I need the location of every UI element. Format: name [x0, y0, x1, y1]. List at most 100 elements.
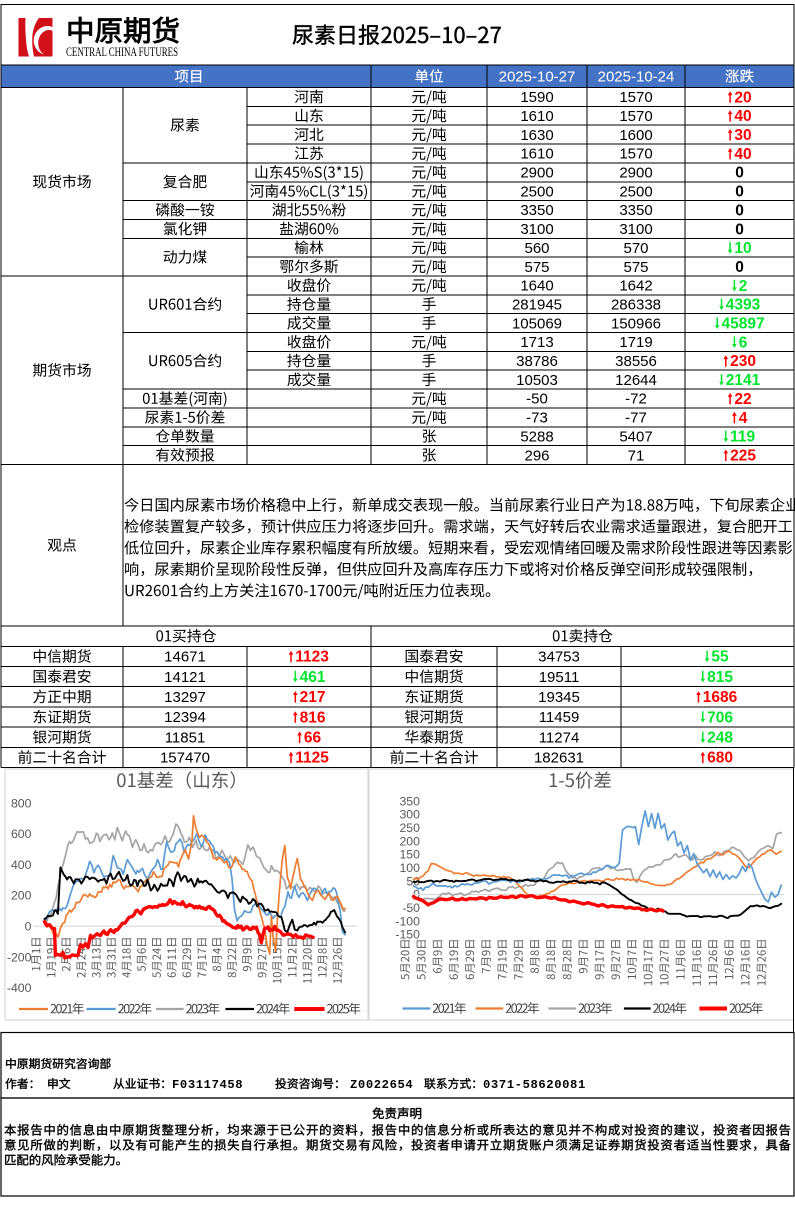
svg-text:-100: -100	[395, 914, 420, 928]
svg-text:19345: 19345	[538, 689, 580, 706]
svg-text:14671: 14671	[164, 649, 206, 666]
svg-text:2900: 2900	[520, 165, 553, 182]
svg-text:11851: 11851	[165, 729, 206, 746]
svg-text:2500: 2500	[520, 183, 553, 200]
svg-text:45897: 45897	[722, 316, 765, 333]
svg-text:1610: 1610	[520, 146, 553, 163]
svg-text:5407: 5407	[619, 428, 652, 445]
svg-text:12644: 12644	[615, 372, 657, 389]
svg-text:400: 400	[11, 858, 32, 872]
svg-text:12394: 12394	[164, 709, 206, 726]
svg-text:157470: 157470	[160, 750, 210, 767]
svg-text:286338: 286338	[611, 297, 661, 314]
svg-text:3350: 3350	[619, 202, 652, 219]
svg-text:-150: -150	[395, 928, 420, 942]
svg-text:815: 815	[707, 669, 733, 686]
svg-text:2025-10-24: 2025-10-24	[598, 69, 675, 86]
svg-text:119: 119	[730, 429, 755, 446]
svg-text:0: 0	[735, 221, 744, 238]
svg-text:40: 40	[734, 108, 751, 125]
svg-text:11274: 11274	[539, 729, 580, 746]
svg-text:0371-58620081: 0371-58620081	[483, 1078, 586, 1092]
svg-text:296: 296	[524, 447, 549, 464]
svg-text:55: 55	[711, 649, 729, 666]
svg-text:4: 4	[739, 410, 748, 427]
svg-text:2500: 2500	[619, 183, 652, 200]
svg-text:3100: 3100	[619, 221, 652, 238]
svg-text:816: 816	[300, 709, 326, 726]
svg-text:Z0022654: Z0022654	[350, 1078, 413, 1092]
svg-text:-50: -50	[526, 391, 548, 408]
svg-text:150966: 150966	[611, 315, 661, 332]
svg-text:F03117458: F03117458	[172, 1078, 243, 1092]
svg-text:1719: 1719	[619, 334, 652, 351]
svg-text:11459: 11459	[539, 709, 580, 726]
svg-text:575: 575	[524, 259, 549, 276]
svg-text:1570: 1570	[619, 146, 652, 163]
svg-text:10503: 10503	[516, 372, 558, 389]
svg-text:800: 800	[11, 796, 32, 810]
svg-text:38556: 38556	[615, 353, 657, 370]
svg-text:200: 200	[399, 834, 420, 848]
svg-text:575: 575	[623, 259, 648, 276]
svg-text:1630: 1630	[520, 127, 553, 144]
svg-text:680: 680	[707, 750, 733, 767]
svg-text:10: 10	[734, 240, 751, 257]
svg-text:1713: 1713	[520, 334, 553, 351]
svg-text:2141: 2141	[726, 372, 761, 389]
svg-text:100: 100	[399, 861, 420, 875]
svg-text:0: 0	[735, 202, 744, 219]
svg-text:40: 40	[734, 146, 751, 163]
svg-text:1686: 1686	[703, 689, 738, 706]
svg-text:250: 250	[399, 821, 420, 835]
svg-text:1640: 1640	[520, 278, 553, 295]
svg-text:200: 200	[11, 889, 32, 903]
svg-text:350: 350	[399, 794, 420, 808]
svg-text:1125: 1125	[295, 750, 329, 767]
svg-text:600: 600	[11, 827, 32, 841]
svg-text:0: 0	[25, 920, 32, 934]
svg-text:570: 570	[623, 240, 648, 257]
svg-text:0: 0	[735, 184, 744, 201]
svg-text:22: 22	[734, 391, 751, 408]
svg-text:4393: 4393	[726, 297, 761, 314]
svg-text:-73: -73	[526, 410, 548, 427]
svg-text:2900: 2900	[619, 165, 652, 182]
svg-text:1123: 1123	[295, 649, 329, 666]
svg-text:2: 2	[739, 278, 748, 295]
svg-text:281945: 281945	[512, 297, 562, 314]
svg-text:1570: 1570	[619, 108, 652, 125]
svg-text:13297: 13297	[164, 689, 206, 706]
svg-text:1642: 1642	[619, 278, 652, 295]
svg-text:CENTRAL CHINA FUTURES: CENTRAL CHINA FUTURES	[66, 44, 178, 59]
svg-text:0: 0	[735, 165, 744, 182]
svg-text:248: 248	[707, 730, 733, 747]
svg-text:300: 300	[399, 808, 420, 822]
svg-text:3100: 3100	[520, 221, 553, 238]
svg-text:182631: 182631	[534, 750, 584, 767]
svg-text:34753: 34753	[538, 649, 580, 666]
svg-text:2025-10-27: 2025-10-27	[499, 69, 576, 86]
svg-text:-72: -72	[625, 391, 647, 408]
svg-text:14121: 14121	[164, 669, 206, 686]
svg-text:225: 225	[730, 448, 756, 465]
svg-text:3350: 3350	[520, 202, 553, 219]
svg-text:461: 461	[300, 669, 326, 686]
svg-text:66: 66	[304, 730, 322, 747]
svg-text:-400: -400	[7, 981, 32, 995]
svg-text:30: 30	[734, 127, 751, 144]
svg-text:1590: 1590	[520, 89, 553, 106]
svg-text:5288: 5288	[520, 428, 553, 445]
svg-text:105069: 105069	[512, 315, 562, 332]
svg-text:-50: -50	[402, 901, 420, 915]
svg-text:230: 230	[730, 353, 756, 370]
svg-text:20: 20	[734, 89, 751, 106]
svg-text:217: 217	[300, 689, 326, 706]
svg-text:-200: -200	[7, 950, 32, 964]
svg-text:1610: 1610	[520, 108, 553, 125]
svg-text:150: 150	[399, 848, 420, 862]
svg-text:-77: -77	[625, 410, 647, 427]
svg-text:706: 706	[707, 709, 733, 726]
svg-text:1600: 1600	[619, 127, 652, 144]
svg-text:0: 0	[735, 259, 744, 276]
